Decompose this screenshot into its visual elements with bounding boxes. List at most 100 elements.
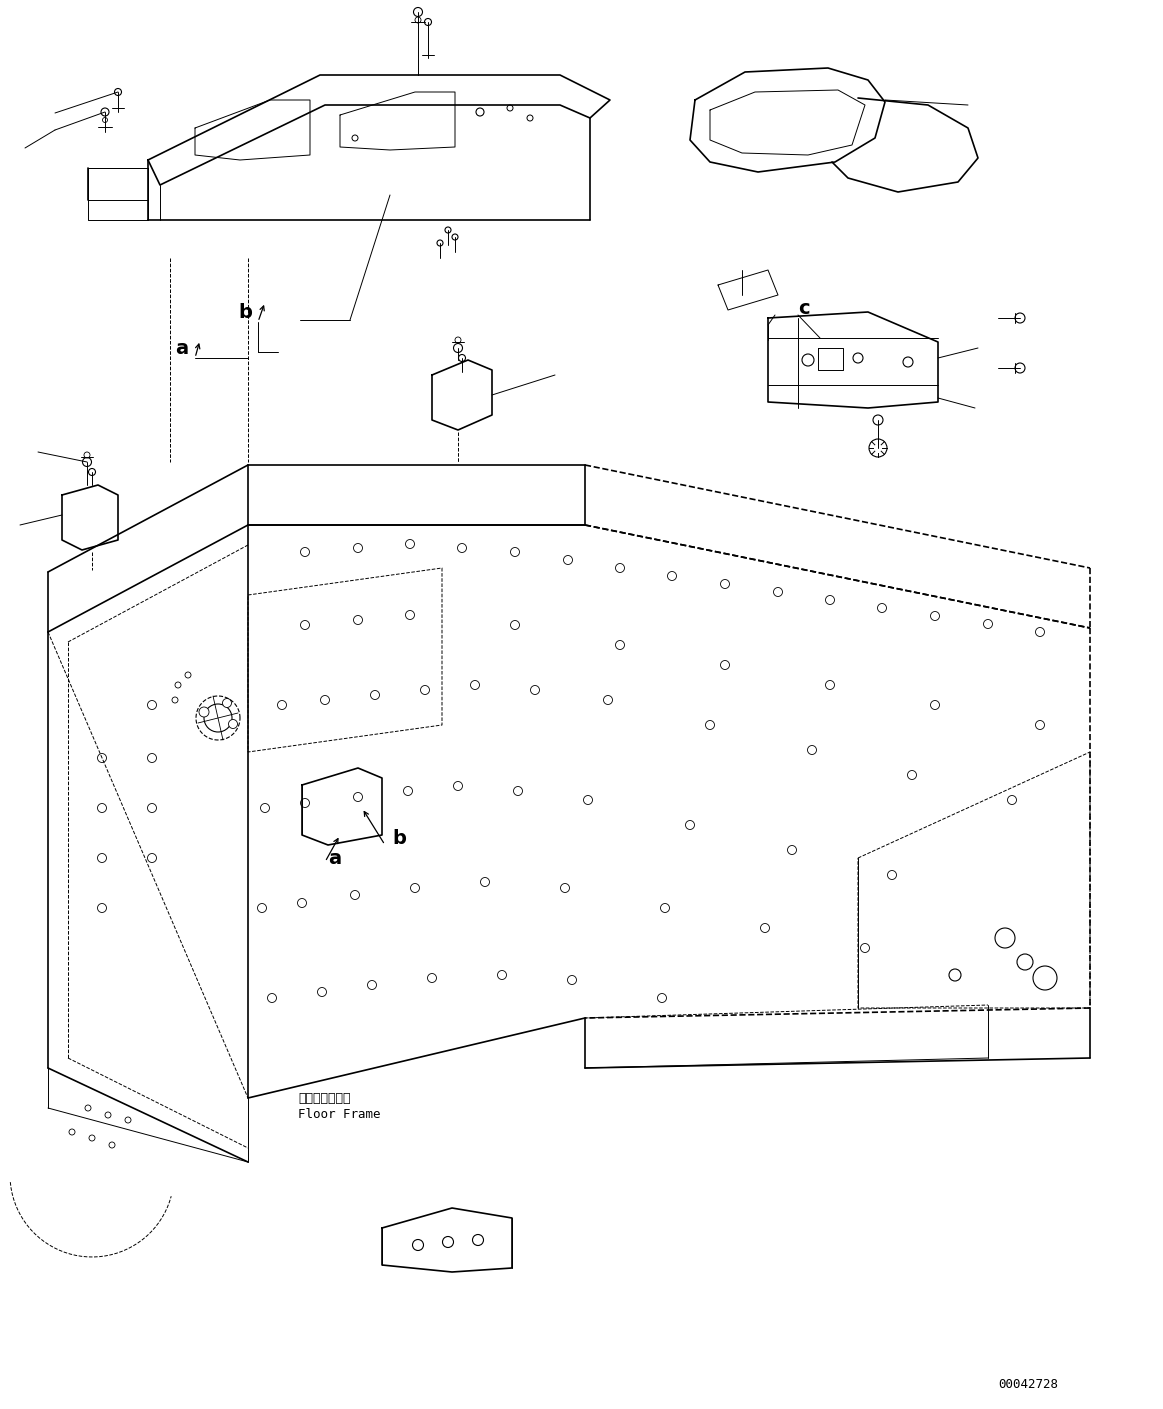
Circle shape — [261, 803, 270, 813]
Circle shape — [527, 116, 533, 121]
Circle shape — [564, 555, 572, 565]
Circle shape — [368, 981, 377, 989]
Circle shape — [1016, 954, 1033, 969]
Circle shape — [1035, 627, 1044, 637]
Circle shape — [148, 854, 157, 862]
Circle shape — [773, 588, 783, 596]
Circle shape — [511, 548, 520, 557]
Circle shape — [413, 1240, 423, 1251]
Circle shape — [604, 696, 613, 704]
Text: Floor Frame: Floor Frame — [298, 1109, 380, 1122]
Circle shape — [84, 452, 90, 458]
Circle shape — [257, 903, 266, 913]
Circle shape — [530, 686, 540, 695]
Circle shape — [787, 845, 797, 854]
Circle shape — [721, 579, 729, 589]
Circle shape — [298, 899, 307, 907]
Circle shape — [109, 1143, 115, 1148]
Circle shape — [668, 572, 677, 581]
Circle shape — [424, 18, 431, 25]
Circle shape — [1007, 796, 1016, 805]
Circle shape — [228, 720, 237, 728]
Circle shape — [98, 754, 107, 762]
Text: フロアフレーム: フロアフレーム — [298, 1092, 350, 1105]
Circle shape — [300, 548, 309, 557]
Circle shape — [498, 971, 507, 979]
Circle shape — [807, 745, 816, 754]
Circle shape — [826, 596, 835, 604]
Circle shape — [452, 234, 458, 240]
Circle shape — [802, 354, 814, 366]
Circle shape — [321, 696, 329, 704]
Circle shape — [907, 771, 916, 779]
Circle shape — [300, 620, 309, 630]
Circle shape — [437, 240, 443, 247]
Circle shape — [930, 700, 940, 710]
Circle shape — [371, 690, 379, 699]
Circle shape — [457, 544, 466, 552]
Circle shape — [455, 337, 461, 342]
Circle shape — [101, 108, 109, 116]
Circle shape — [354, 792, 363, 802]
Circle shape — [949, 969, 961, 981]
Circle shape — [124, 1117, 131, 1123]
Text: a: a — [174, 338, 188, 358]
Circle shape — [826, 681, 835, 689]
Circle shape — [852, 354, 863, 364]
Circle shape — [685, 820, 694, 830]
Circle shape — [415, 17, 421, 23]
Circle shape — [615, 641, 625, 650]
Circle shape — [458, 355, 465, 362]
Circle shape — [442, 1237, 454, 1247]
Circle shape — [561, 883, 570, 892]
Circle shape — [706, 720, 714, 730]
Text: b: b — [392, 828, 406, 847]
Circle shape — [657, 993, 666, 1002]
Circle shape — [1015, 313, 1025, 323]
Circle shape — [996, 929, 1015, 948]
Circle shape — [514, 786, 522, 796]
Circle shape — [350, 890, 359, 899]
Circle shape — [984, 620, 992, 628]
Circle shape — [511, 620, 520, 630]
Circle shape — [185, 672, 191, 678]
Circle shape — [354, 616, 363, 624]
Circle shape — [873, 416, 883, 426]
Circle shape — [471, 681, 479, 689]
Text: 00042728: 00042728 — [998, 1378, 1058, 1392]
Circle shape — [148, 754, 157, 762]
Circle shape — [354, 544, 363, 552]
Circle shape — [222, 699, 231, 707]
Circle shape — [902, 356, 913, 366]
Circle shape — [930, 612, 940, 620]
Circle shape — [1035, 720, 1044, 730]
Text: c: c — [798, 299, 809, 317]
Circle shape — [88, 469, 95, 475]
Circle shape — [454, 782, 463, 790]
Circle shape — [584, 796, 592, 805]
Circle shape — [721, 661, 729, 669]
Circle shape — [267, 993, 277, 1002]
Circle shape — [172, 697, 178, 703]
Circle shape — [445, 227, 451, 232]
Circle shape — [869, 440, 887, 457]
Text: a: a — [328, 848, 341, 868]
Circle shape — [1033, 967, 1057, 991]
Circle shape — [878, 603, 886, 613]
Circle shape — [114, 89, 121, 96]
Circle shape — [199, 707, 209, 717]
Circle shape — [83, 458, 92, 466]
Circle shape — [406, 540, 414, 548]
Circle shape — [174, 682, 181, 688]
Circle shape — [98, 854, 107, 862]
Circle shape — [300, 799, 309, 807]
Circle shape — [278, 700, 286, 710]
Circle shape — [661, 903, 670, 913]
Circle shape — [761, 923, 770, 933]
Circle shape — [102, 117, 107, 123]
Circle shape — [98, 803, 107, 813]
Circle shape — [411, 883, 420, 892]
Circle shape — [404, 786, 413, 796]
Circle shape — [90, 1136, 95, 1141]
Circle shape — [568, 975, 577, 985]
